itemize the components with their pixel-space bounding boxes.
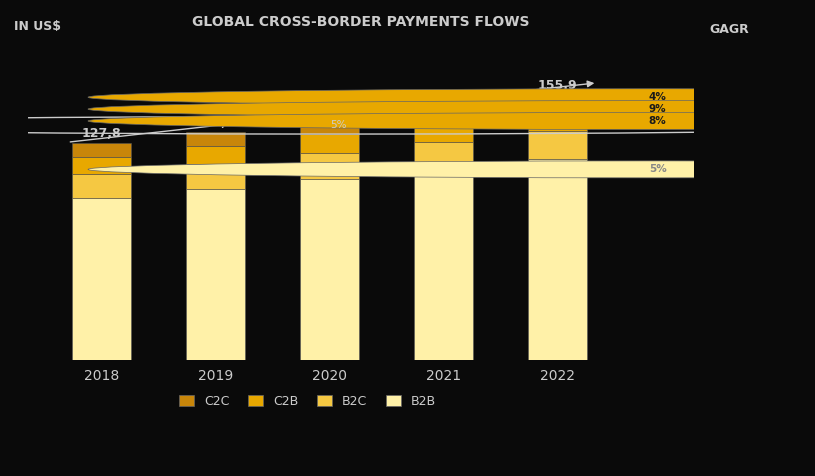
Circle shape: [88, 112, 815, 129]
Text: IN US$: IN US$: [15, 20, 61, 33]
Bar: [414, 142, 473, 169]
Bar: [528, 159, 587, 359]
Text: 127,8: 127,8: [82, 127, 121, 140]
Text: 4%: 4%: [649, 92, 667, 102]
Text: 155,9: 155,9: [538, 79, 577, 92]
Bar: [300, 120, 359, 134]
Bar: [528, 131, 587, 159]
Text: 8%: 8%: [649, 116, 667, 126]
Bar: [300, 153, 359, 178]
Text: 141,1: 141,1: [310, 104, 350, 118]
Bar: [186, 189, 245, 359]
Bar: [414, 169, 473, 359]
Bar: [300, 178, 359, 359]
Text: 9%: 9%: [649, 104, 667, 114]
Text: 5%: 5%: [330, 120, 347, 130]
Text: 5%: 5%: [649, 164, 667, 174]
Bar: [414, 123, 473, 142]
Bar: [528, 95, 587, 110]
Title: GLOBAL CROSS-BORDER PAYMENTS FLOWS: GLOBAL CROSS-BORDER PAYMENTS FLOWS: [192, 15, 530, 29]
Circle shape: [88, 100, 815, 118]
Bar: [186, 131, 245, 146]
Bar: [186, 146, 245, 164]
Bar: [72, 198, 131, 359]
Text: 134,3: 134,3: [196, 116, 236, 129]
Circle shape: [88, 89, 815, 106]
Text: GAGR: GAGR: [710, 23, 749, 36]
Bar: [528, 110, 587, 131]
Text: 148,3: 148,3: [424, 92, 463, 105]
Bar: [300, 134, 359, 153]
Bar: [414, 108, 473, 123]
Circle shape: [88, 161, 815, 178]
Bar: [72, 175, 131, 198]
Legend: C2C, C2B, B2C, B2B: C2C, C2B, B2C, B2B: [174, 390, 441, 413]
Bar: [72, 142, 131, 158]
Bar: [186, 164, 245, 189]
Bar: [72, 158, 131, 175]
